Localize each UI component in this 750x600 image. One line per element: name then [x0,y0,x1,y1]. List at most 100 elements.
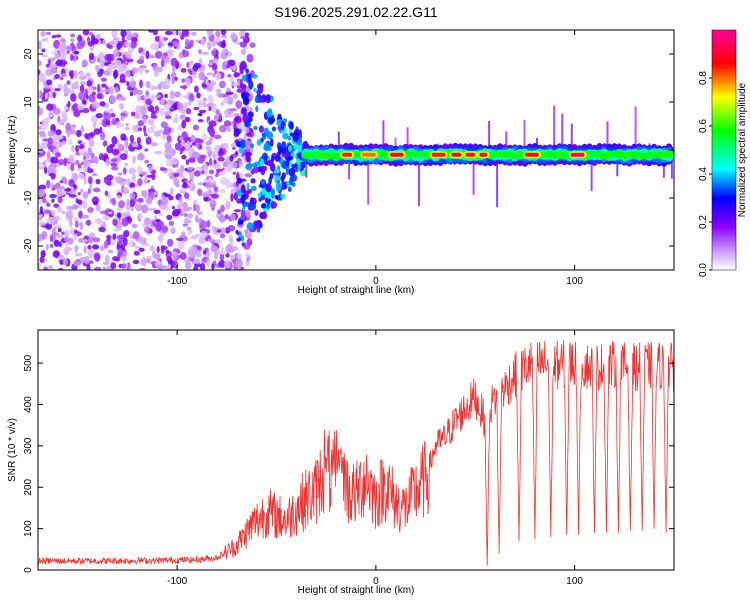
noise-blob [160,55,168,60]
noise-blob [61,110,68,119]
noise-blob [153,69,159,78]
noise-blob [53,216,61,221]
noise-blob [232,171,237,175]
noise-blob [63,247,70,256]
transition-blob [256,223,261,233]
transition-blob [246,182,250,191]
noise-blob [68,138,73,146]
noise-blob [227,59,236,67]
snr-ytick-label: 400 [23,396,34,413]
noise-blob [66,45,73,51]
noise-blob [230,32,237,40]
noise-blob [73,110,81,118]
noise-blob [208,62,214,66]
spectrogram-image [38,30,674,270]
noise-blob [163,193,172,197]
noise-blob [55,34,62,38]
noise-blob [81,99,87,105]
noise-blob [74,220,79,228]
noise-blob [38,40,42,50]
noise-blob [239,41,247,48]
noise-blob [230,193,234,202]
noise-blob [46,103,54,111]
noise-blob [57,196,63,204]
noise-blob [211,63,218,71]
transition-blob [241,107,247,115]
noise-blob [47,130,55,137]
transition-blob [261,165,268,172]
noise-blob [197,119,204,123]
noise-blob [104,53,112,62]
noise-blob [92,120,97,129]
noise-blob [101,83,107,88]
noise-blob [79,143,85,149]
noise-blob [55,129,62,136]
noise-blob [75,160,80,164]
noise-blob [68,178,75,187]
noise-blob [154,35,161,42]
noise-blob [229,108,237,112]
peak-segment [431,152,446,157]
transition-blob [240,194,246,204]
noise-blob [137,120,144,127]
noise-blob [171,157,178,165]
noise-blob [184,38,190,48]
transition-blob [244,151,251,158]
noise-blob [171,205,175,210]
noise-blob [73,51,79,55]
noise-blob [192,204,197,212]
noise-blob [51,209,56,216]
noise-blob [191,71,197,76]
transition-blob [295,158,301,165]
noise-blob [115,86,119,94]
noise-blob [136,136,141,145]
noise-blob [75,129,82,138]
noise-blob [153,209,161,214]
noise-blob [42,138,50,142]
noise-blob [200,37,206,46]
transition-blob [251,185,257,192]
noise-blob [129,169,135,173]
noise-blob [129,80,137,89]
snr-xlabel: Height of straight line (km) [298,585,415,596]
noise-blob [69,53,74,62]
noise-blob [74,253,83,257]
transition-blob [266,203,270,210]
noise-blob [207,238,215,242]
noise-blob [55,53,60,59]
noise-blob [87,166,91,171]
noise-blob [47,166,51,175]
transition-blob [255,105,259,112]
transition-blob [287,136,292,141]
noise-blob [229,78,234,83]
noise-blob [219,80,226,89]
noise-blob [159,107,165,117]
transition-blob [277,113,282,120]
noise-blob [78,91,86,101]
noise-blob [54,250,60,257]
noise-blob [184,192,190,200]
noise-blob [91,101,100,109]
noise-blob [173,172,180,177]
noise-blob [56,234,64,239]
noise-blob [246,53,254,63]
noise-blob [210,128,215,138]
transition-blob [251,197,257,205]
noise-blob [154,105,159,114]
noise-blob [121,263,127,269]
noise-blob [43,160,47,168]
noise-blob [79,256,87,264]
noise-blob [217,209,222,215]
noise-blob [106,66,112,72]
noise-blob [220,247,225,255]
noise-blob [77,163,82,169]
noise-blob [198,236,206,244]
noise-blob [154,51,163,59]
noise-blob [44,117,52,121]
noise-blob [79,221,84,231]
noise-blob [193,106,200,111]
snr-ytick-label: 500 [23,354,34,371]
noise-blob [105,158,110,167]
noise-blob [44,166,48,175]
noise-blob [216,88,222,93]
